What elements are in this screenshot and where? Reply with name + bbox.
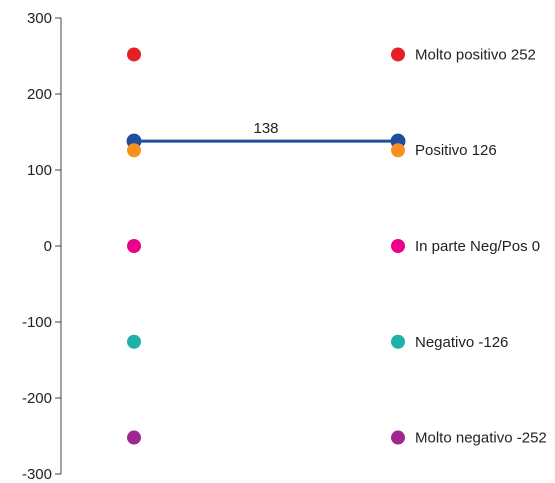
data-point [127,47,141,62]
data-point [127,239,141,253]
y-tick-label: -200 [22,390,52,407]
y-axis-ticks: 300 200 100 0 -100 -200 -300 [22,10,61,483]
y-tick-label: 300 [27,10,52,27]
legend-label: Molto negativo -252 [415,430,547,447]
legend-marker [391,430,405,445]
legend-label: Molto positivo 252 [415,46,536,63]
data-point [127,430,141,445]
legend-marker [391,143,405,158]
legend-marker [391,334,405,349]
data-point [127,334,141,349]
data-point [127,143,141,158]
points-left [127,47,141,445]
legend-label: Negativo -126 [415,334,508,351]
legend: Molto positivo 252 Positivo 126 In parte N… [391,46,547,447]
y-tick-label: -100 [22,314,52,331]
reference-line-group: 138 [126,120,406,149]
legend-label: In parte Neg/Pos 0 [415,238,540,255]
legend-marker [391,239,405,253]
reference-value-label: 138 [253,120,278,137]
legend-label: Positivo 126 [415,142,497,159]
y-tick-label: -300 [22,466,52,483]
y-tick-label: 200 [27,86,52,103]
y-tick-label: 100 [27,162,52,179]
legend-marker [391,47,405,62]
y-tick-label: 0 [44,238,52,255]
